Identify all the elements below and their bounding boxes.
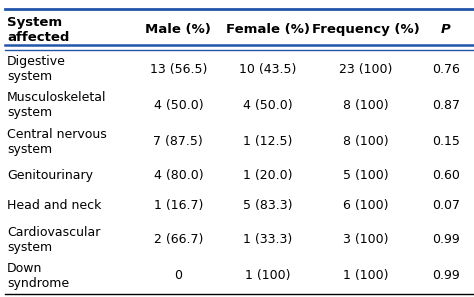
Text: 4 (50.0): 4 (50.0) [243, 99, 292, 112]
Text: 0.07: 0.07 [432, 200, 460, 212]
Text: Digestive
system: Digestive system [7, 55, 66, 83]
Text: 2 (66.7): 2 (66.7) [154, 233, 203, 246]
Text: Genitourinary: Genitourinary [7, 169, 93, 182]
Text: 1 (100): 1 (100) [245, 269, 290, 282]
Text: 0.76: 0.76 [432, 62, 460, 75]
Text: 1 (20.0): 1 (20.0) [243, 169, 292, 182]
Text: 10 (43.5): 10 (43.5) [239, 62, 296, 75]
Text: Central nervous
system: Central nervous system [7, 128, 107, 156]
Text: 0.87: 0.87 [432, 99, 460, 112]
Text: 0.99: 0.99 [432, 269, 460, 282]
Text: 1 (100): 1 (100) [343, 269, 389, 282]
Text: 4 (50.0): 4 (50.0) [154, 99, 203, 112]
Text: Frequency (%): Frequency (%) [312, 23, 420, 36]
Text: 7 (87.5): 7 (87.5) [154, 135, 203, 148]
Text: Cardiovascular
system: Cardiovascular system [7, 225, 100, 254]
Text: Musculoskeletal
system: Musculoskeletal system [7, 91, 107, 119]
Text: Head and neck: Head and neck [7, 200, 101, 212]
Text: 0.99: 0.99 [432, 233, 460, 246]
Text: 8 (100): 8 (100) [343, 99, 389, 112]
Text: 1 (33.3): 1 (33.3) [243, 233, 292, 246]
Text: Down
syndrome: Down syndrome [7, 262, 69, 290]
Text: 4 (80.0): 4 (80.0) [154, 169, 203, 182]
Text: Female (%): Female (%) [226, 23, 310, 36]
Text: 8 (100): 8 (100) [343, 135, 389, 148]
Text: 23 (100): 23 (100) [339, 62, 393, 75]
Text: 0.15: 0.15 [432, 135, 460, 148]
Text: 13 (56.5): 13 (56.5) [150, 62, 207, 75]
Text: P: P [441, 23, 451, 36]
Text: 6 (100): 6 (100) [343, 200, 389, 212]
Text: 0: 0 [174, 269, 182, 282]
Text: 1 (12.5): 1 (12.5) [243, 135, 292, 148]
Text: 5 (83.3): 5 (83.3) [243, 200, 292, 212]
Text: System
affected: System affected [7, 16, 70, 44]
Text: 1 (16.7): 1 (16.7) [154, 200, 203, 212]
Text: 0.60: 0.60 [432, 169, 460, 182]
Text: 3 (100): 3 (100) [343, 233, 389, 246]
Text: Male (%): Male (%) [146, 23, 211, 36]
Text: 5 (100): 5 (100) [343, 169, 389, 182]
